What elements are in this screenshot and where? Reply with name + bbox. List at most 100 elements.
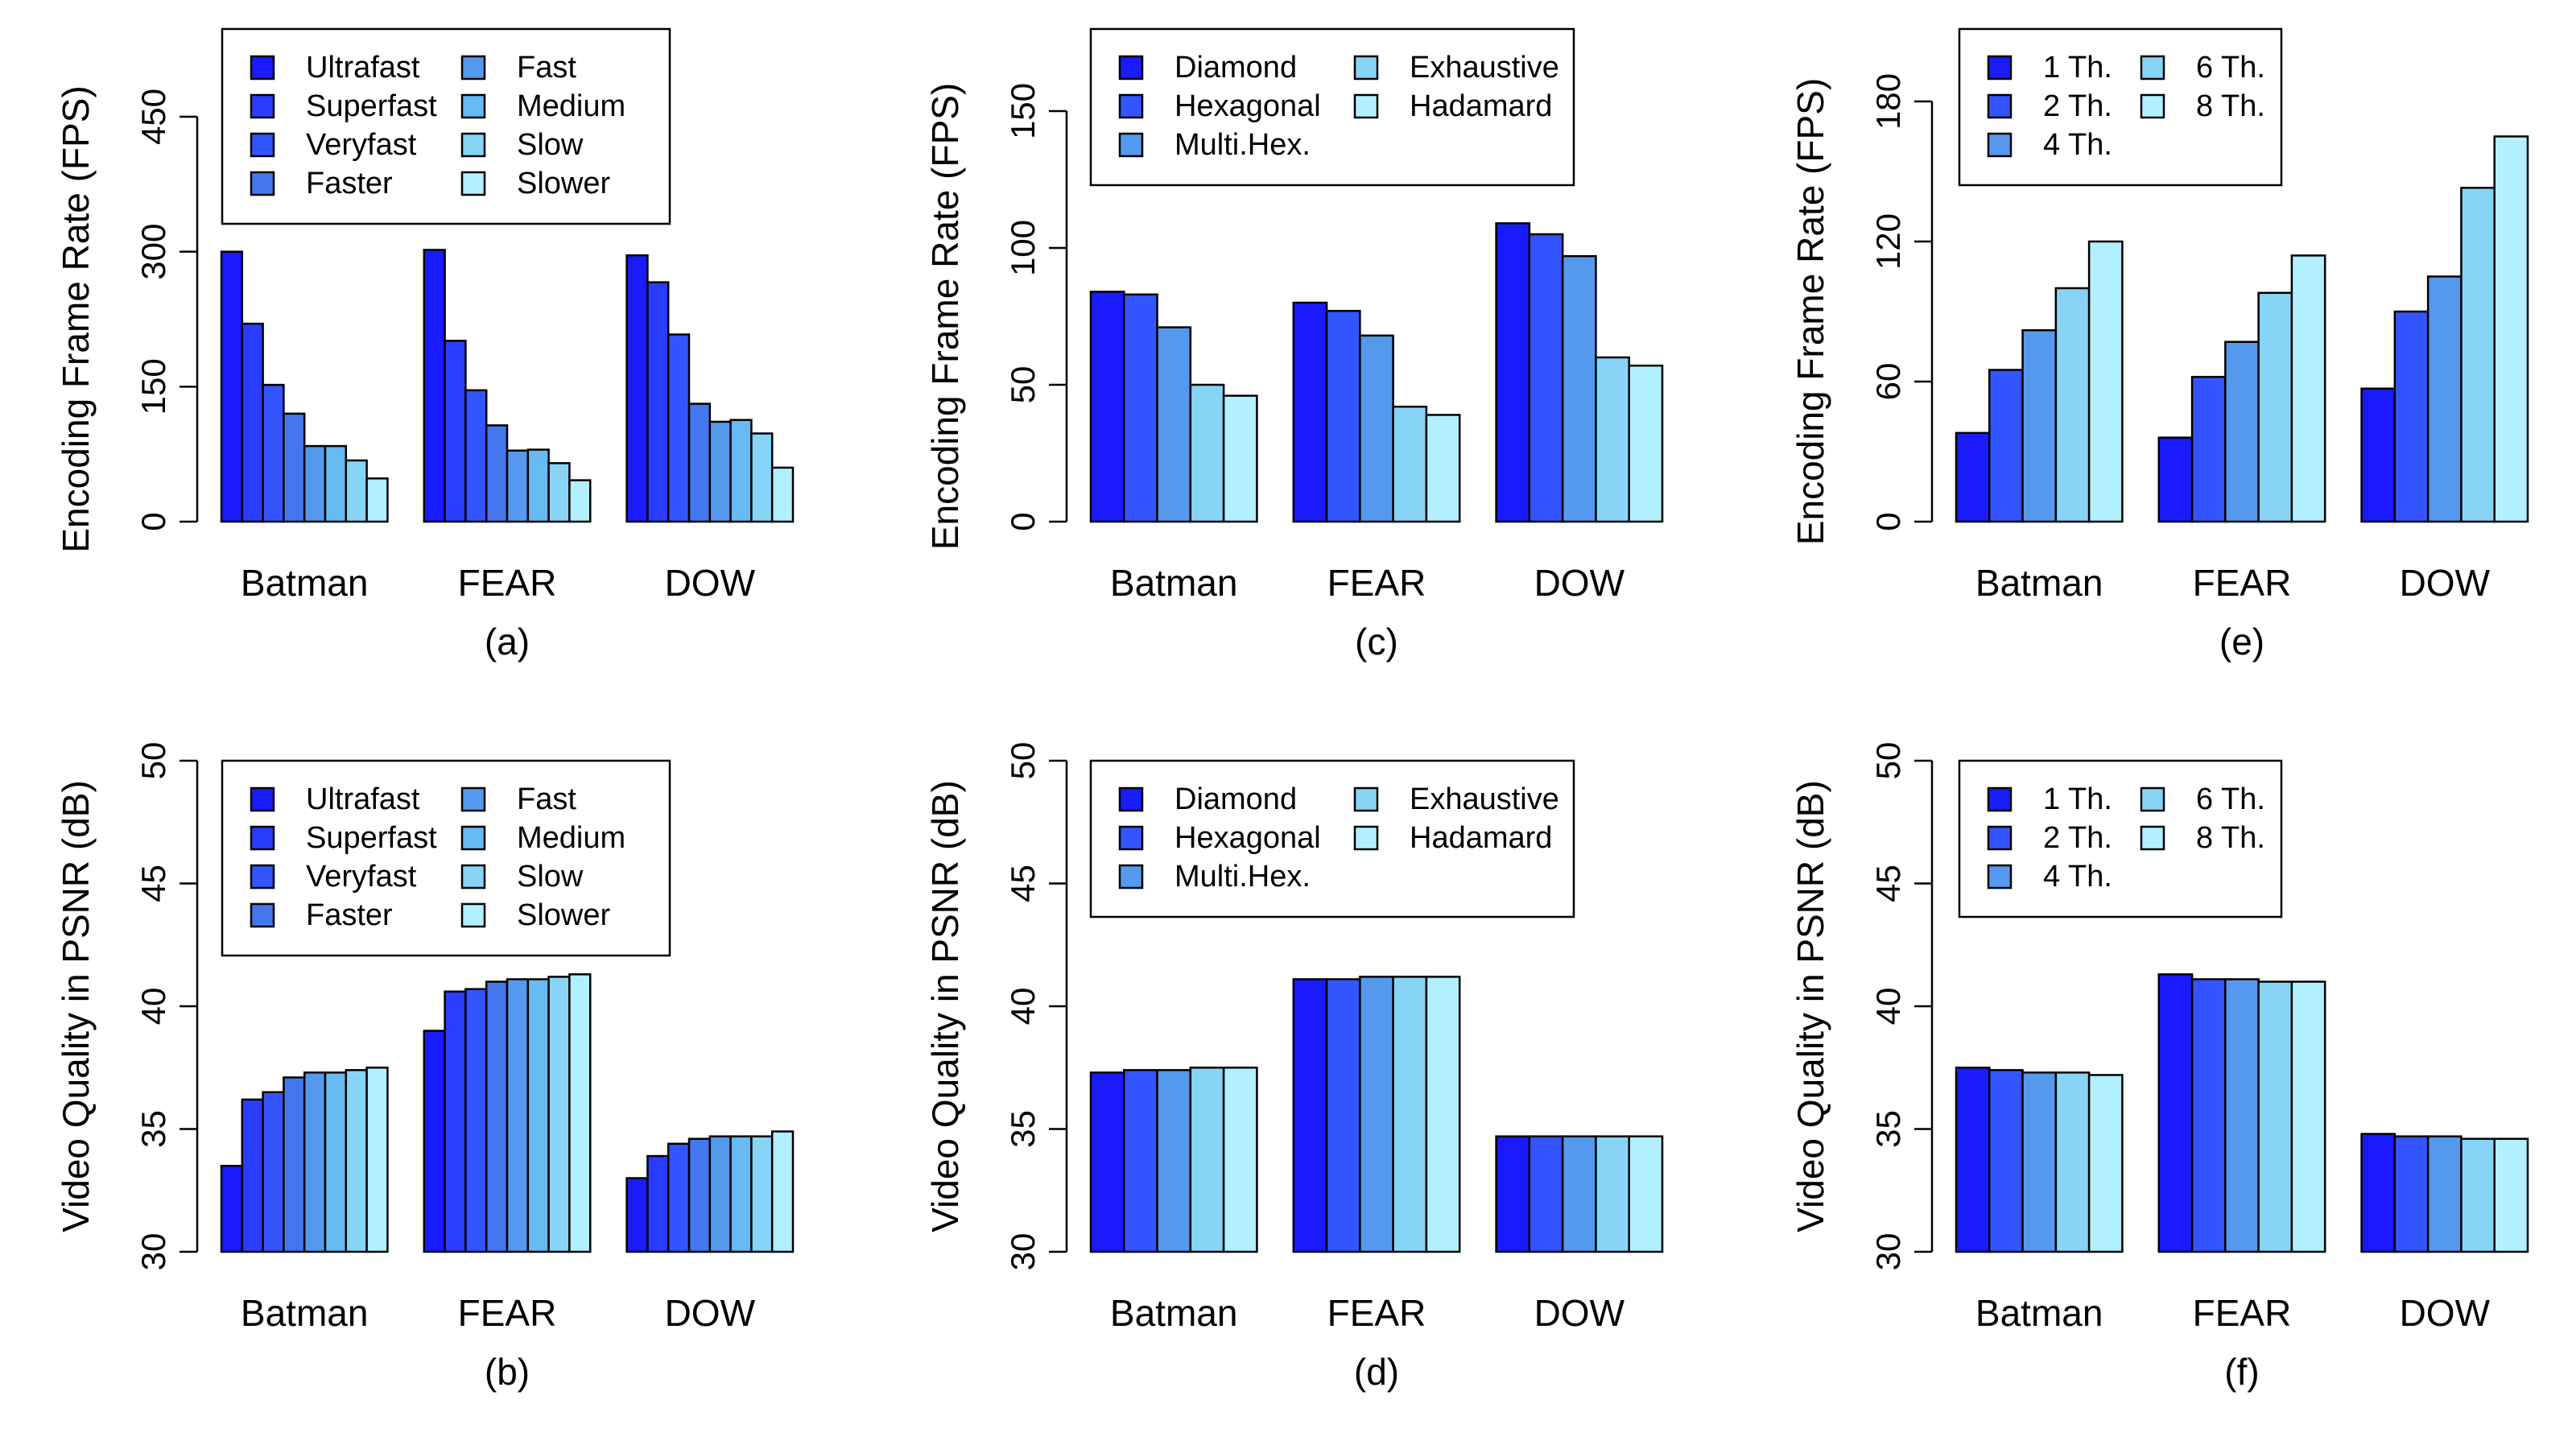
- panel-caption: (e): [2219, 621, 2264, 663]
- legend: Ultrafast Superfast Veryfast Faster Fast Medi…: [221, 27, 671, 225]
- chart-panel-b: 30 35 40 45 50 Video Quality in PSNR (dB) Batm…: [55, 742, 795, 1393]
- legend-swatch: [250, 55, 275, 80]
- legend-label: Slow: [517, 128, 584, 162]
- bar-b-batman-3: [283, 1076, 306, 1253]
- legend: Diamond Hexagonal Multi.Hex. Exhaustive Hada…: [1089, 759, 1575, 919]
- category-label: DOW: [2400, 1292, 2491, 1334]
- bar-d-fear-0: [1292, 978, 1328, 1253]
- legend-swatch: [460, 55, 486, 80]
- bar-d-fear-1: [1325, 978, 1361, 1253]
- category-label: FEAR: [2193, 1292, 2292, 1334]
- bar-c-dow-2: [1561, 254, 1597, 523]
- legend-box: [221, 759, 671, 957]
- legend-label: Fast: [517, 782, 576, 816]
- bar-b-dow-2: [667, 1142, 691, 1253]
- bar-b-fear-6: [547, 976, 571, 1253]
- category-label: Batman: [1975, 1292, 2103, 1334]
- bar-e-batman-4: [2087, 240, 2124, 523]
- legend-swatch: [460, 902, 486, 928]
- bar-a-fear-6: [547, 462, 571, 523]
- category-label: FEAR: [458, 1292, 557, 1334]
- legend-swatch: [250, 132, 275, 158]
- legend-swatch: [250, 93, 275, 119]
- bar-b-fear-5: [526, 978, 550, 1253]
- category-label: Batman: [1975, 562, 2103, 604]
- bar-c-dow-1: [1528, 233, 1564, 523]
- legend-label: Faster: [306, 167, 393, 200]
- y-tick-label: 0: [134, 512, 172, 530]
- bar-d-dow-4: [1628, 1135, 1664, 1253]
- bar-a-fear-7: [568, 479, 592, 523]
- y-axis-label: Video Quality in PSNR (dB): [55, 780, 97, 1232]
- bar-c-batman-2: [1156, 326, 1192, 523]
- bar-d-fear-4: [1425, 976, 1461, 1253]
- legend-swatch: [1353, 93, 1379, 119]
- bar-e-dow-2: [2426, 275, 2462, 523]
- bar-f-batman-4: [2087, 1074, 2124, 1253]
- category-label: DOW: [665, 1292, 756, 1334]
- bar-d-batman-1: [1123, 1069, 1158, 1253]
- legend-swatch: [460, 825, 486, 851]
- legend-swatch: [2140, 93, 2165, 119]
- legend-swatch: [2140, 825, 2165, 851]
- category-label: Batman: [241, 1292, 369, 1334]
- legend-swatch: [460, 93, 486, 119]
- bar-e-batman-1: [1988, 369, 2024, 523]
- legend-box: [1089, 27, 1575, 187]
- bar-b-fear-0: [423, 1030, 446, 1253]
- bar-d-dow-3: [1595, 1135, 1630, 1253]
- y-axis-label: Encoding Frame Rate (FPS): [924, 83, 966, 550]
- panel-caption: (f): [2224, 1351, 2259, 1393]
- category-label: Batman: [1110, 1292, 1238, 1334]
- legend-label: Superfast: [306, 821, 437, 855]
- legend-label: Ultrafast: [306, 782, 420, 816]
- bar-a-dow-5: [729, 419, 753, 523]
- legend-label: Fast: [517, 51, 576, 85]
- bar-b-fear-2: [464, 988, 488, 1253]
- bar-e-batman-3: [2054, 287, 2091, 523]
- legend-swatch: [460, 864, 486, 890]
- y-axis-label: Video Quality in PSNR (dB): [1790, 780, 1831, 1232]
- legend-label: Ultrafast: [306, 51, 420, 85]
- legend-swatch: [1118, 825, 1144, 851]
- y-tick-label: 30: [1004, 1233, 1042, 1271]
- legend: Diamond Hexagonal Multi.Hex. Exhaustive Hada…: [1089, 27, 1575, 187]
- panel-caption: (a): [485, 621, 530, 663]
- bar-b-dow-4: [708, 1135, 732, 1253]
- bar-b-dow-6: [750, 1135, 774, 1253]
- category-label: DOW: [1534, 562, 1625, 604]
- y-tick-label: 40: [1869, 988, 1907, 1026]
- bar-d-batman-0: [1089, 1071, 1125, 1253]
- legend-label: Multi.Hex.: [1174, 860, 1311, 894]
- legend-swatch: [2140, 786, 2165, 812]
- y-tick-label: 50: [1004, 742, 1042, 780]
- bar-f-dow-1: [2393, 1135, 2429, 1253]
- y-tick-label: 450: [134, 89, 172, 145]
- category-label: FEAR: [1327, 1292, 1426, 1334]
- bar-d-fear-3: [1392, 976, 1428, 1253]
- legend-label: Medium: [517, 89, 625, 123]
- legend-label: 8 Th.: [2196, 821, 2265, 855]
- bar-f-batman-1: [1988, 1069, 2024, 1253]
- bar-f-batman-3: [2054, 1071, 2091, 1253]
- bar-e-fear-1: [2190, 375, 2227, 523]
- legend-label: Exhaustive: [1410, 782, 1559, 816]
- legend-label: 4 Th.: [2043, 860, 2112, 894]
- bar-c-dow-0: [1495, 222, 1531, 523]
- bar-a-dow-6: [750, 432, 774, 523]
- bar-d-dow-0: [1495, 1135, 1531, 1253]
- bar-c-batman-4: [1222, 394, 1258, 523]
- legend-label: Diamond: [1174, 51, 1297, 85]
- legend-label: Multi.Hex.: [1174, 128, 1311, 162]
- bar-f-batman-0: [1955, 1067, 1991, 1253]
- bar-e-dow-4: [2493, 135, 2529, 523]
- bar-c-batman-1: [1123, 293, 1158, 523]
- category-label: Batman: [241, 562, 369, 604]
- bar-c-batman-0: [1089, 291, 1125, 523]
- legend-label: 4 Th.: [2043, 128, 2112, 162]
- legend-label: Hadamard: [1410, 821, 1552, 855]
- legend-swatch: [250, 786, 275, 812]
- y-tick-label: 40: [1004, 988, 1042, 1026]
- bar-a-fear-2: [464, 389, 488, 523]
